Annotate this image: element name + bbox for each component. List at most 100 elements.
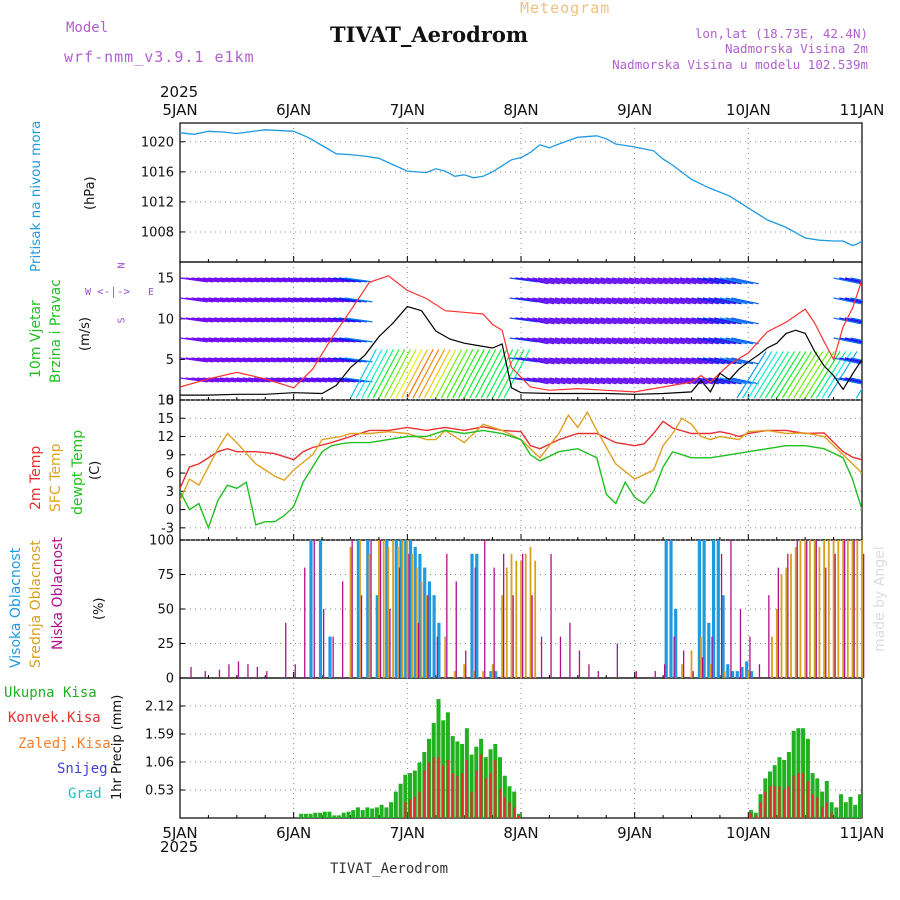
wind-barb	[640, 337, 668, 345]
wind-barb	[185, 377, 214, 383]
wind-barb	[543, 357, 572, 365]
wind-barb	[645, 337, 674, 345]
cloud-bar-mid	[700, 636, 702, 678]
wind-barb	[719, 377, 748, 385]
cloud-bar-mid	[794, 546, 797, 678]
wind-barb	[344, 297, 373, 303]
wind-barb	[543, 377, 572, 385]
wind-barb	[339, 337, 367, 343]
precip-total-bar	[858, 794, 862, 818]
wind-barb	[316, 357, 345, 363]
wind-barb	[572, 357, 600, 365]
wind-barb	[611, 357, 640, 365]
wind-barb	[304, 317, 333, 323]
wind-barb	[180, 317, 208, 323]
wind-barb	[299, 277, 328, 283]
cloud-bar-high	[489, 671, 493, 678]
precip-conv-bar	[830, 812, 833, 818]
wind-barb	[606, 277, 634, 285]
precip-conv-bar	[764, 791, 767, 818]
wind-barb	[577, 297, 606, 305]
cloud-bar-low	[313, 540, 315, 678]
wind-barb	[668, 277, 697, 285]
precip-total-bar	[313, 812, 318, 818]
wind-gust-line	[180, 275, 862, 393]
cloud-bar-low	[455, 581, 457, 678]
wind-barb	[287, 277, 316, 283]
cloud-bar-low	[389, 609, 391, 678]
wind-barb	[276, 317, 305, 323]
precip-total-bar	[365, 807, 370, 818]
precip-conv-bar	[451, 773, 454, 818]
wind-barb	[378, 349, 406, 399]
wind-barb	[645, 297, 674, 305]
wind-barb	[589, 337, 617, 345]
cloud-bar-low	[673, 636, 675, 678]
y-tick-label-temperature: -3	[161, 521, 174, 536]
wind-barb	[236, 377, 265, 383]
wind-barb	[231, 357, 259, 363]
cloud-bar-mid	[463, 664, 466, 678]
wind-barb	[617, 337, 646, 345]
cloud-bar-mid	[804, 540, 807, 678]
precip-conv-label: Konvek.Kisa	[8, 710, 101, 726]
wind-barb	[589, 317, 617, 325]
wind-barb	[657, 337, 685, 345]
wind-barb	[714, 357, 742, 365]
wind-barb	[554, 357, 583, 365]
precip-frz-label: Zaledj.Kisa	[18, 736, 111, 752]
wind-barb	[640, 357, 668, 365]
precip-total-bar	[303, 813, 308, 818]
precip-total-bar	[327, 811, 332, 818]
y-tick-label-precip: 0.53	[145, 784, 174, 799]
wind-barb	[697, 297, 725, 305]
wind-barb	[293, 317, 322, 323]
wind-barb	[202, 357, 231, 363]
wind-barb	[554, 277, 583, 285]
cloud-bar-mid	[406, 540, 409, 678]
wind-barb	[219, 337, 248, 343]
wind-barb	[333, 357, 362, 363]
wind-barb	[492, 349, 519, 399]
cloud-bar-high	[730, 671, 735, 678]
wind-barb	[310, 277, 339, 283]
cloud-bar-low	[294, 664, 296, 678]
wind-barb	[839, 337, 862, 344]
wind-barb	[322, 377, 350, 383]
wind-barb	[674, 297, 702, 305]
cloud-bar-mid	[524, 553, 527, 678]
wind-barb	[202, 337, 231, 343]
wind-barb	[180, 337, 208, 343]
cloud-bar-mid	[681, 664, 683, 678]
precip-conv-bar	[475, 770, 478, 818]
precip-conv-bar	[498, 788, 502, 818]
cloud-bar-low	[465, 650, 467, 678]
wind-barb	[708, 337, 737, 345]
wind-barb	[606, 317, 634, 325]
wind-barb	[208, 277, 237, 283]
cloud-bar-mid	[453, 671, 456, 678]
wind-barb	[197, 317, 225, 323]
cloud-bar-high	[399, 540, 403, 678]
wind-barb	[361, 349, 389, 399]
wind-barb	[691, 337, 720, 345]
y-tick-label-cloud: 100	[149, 534, 174, 549]
precip-conv-bar	[427, 762, 431, 818]
wind-barb	[287, 357, 316, 363]
precip-conv-bar	[517, 815, 521, 818]
model-label: Model	[66, 20, 109, 36]
wind-barb	[299, 337, 328, 343]
wind-barb	[214, 337, 242, 343]
cloud-bar-mid	[505, 567, 508, 678]
cloud-bar-low	[204, 671, 206, 678]
cloud-bar-low	[692, 671, 694, 678]
y-tick-label-cloud: 50	[157, 603, 174, 618]
precip-conv-bar	[418, 791, 421, 818]
wind-barb	[634, 317, 663, 325]
wind-barb	[702, 317, 731, 325]
wind-barb	[509, 337, 538, 343]
precip-conv-bar	[480, 754, 483, 818]
wind-barb	[753, 351, 784, 399]
wind-barb	[600, 317, 629, 325]
cloud-bar-low	[379, 540, 382, 678]
